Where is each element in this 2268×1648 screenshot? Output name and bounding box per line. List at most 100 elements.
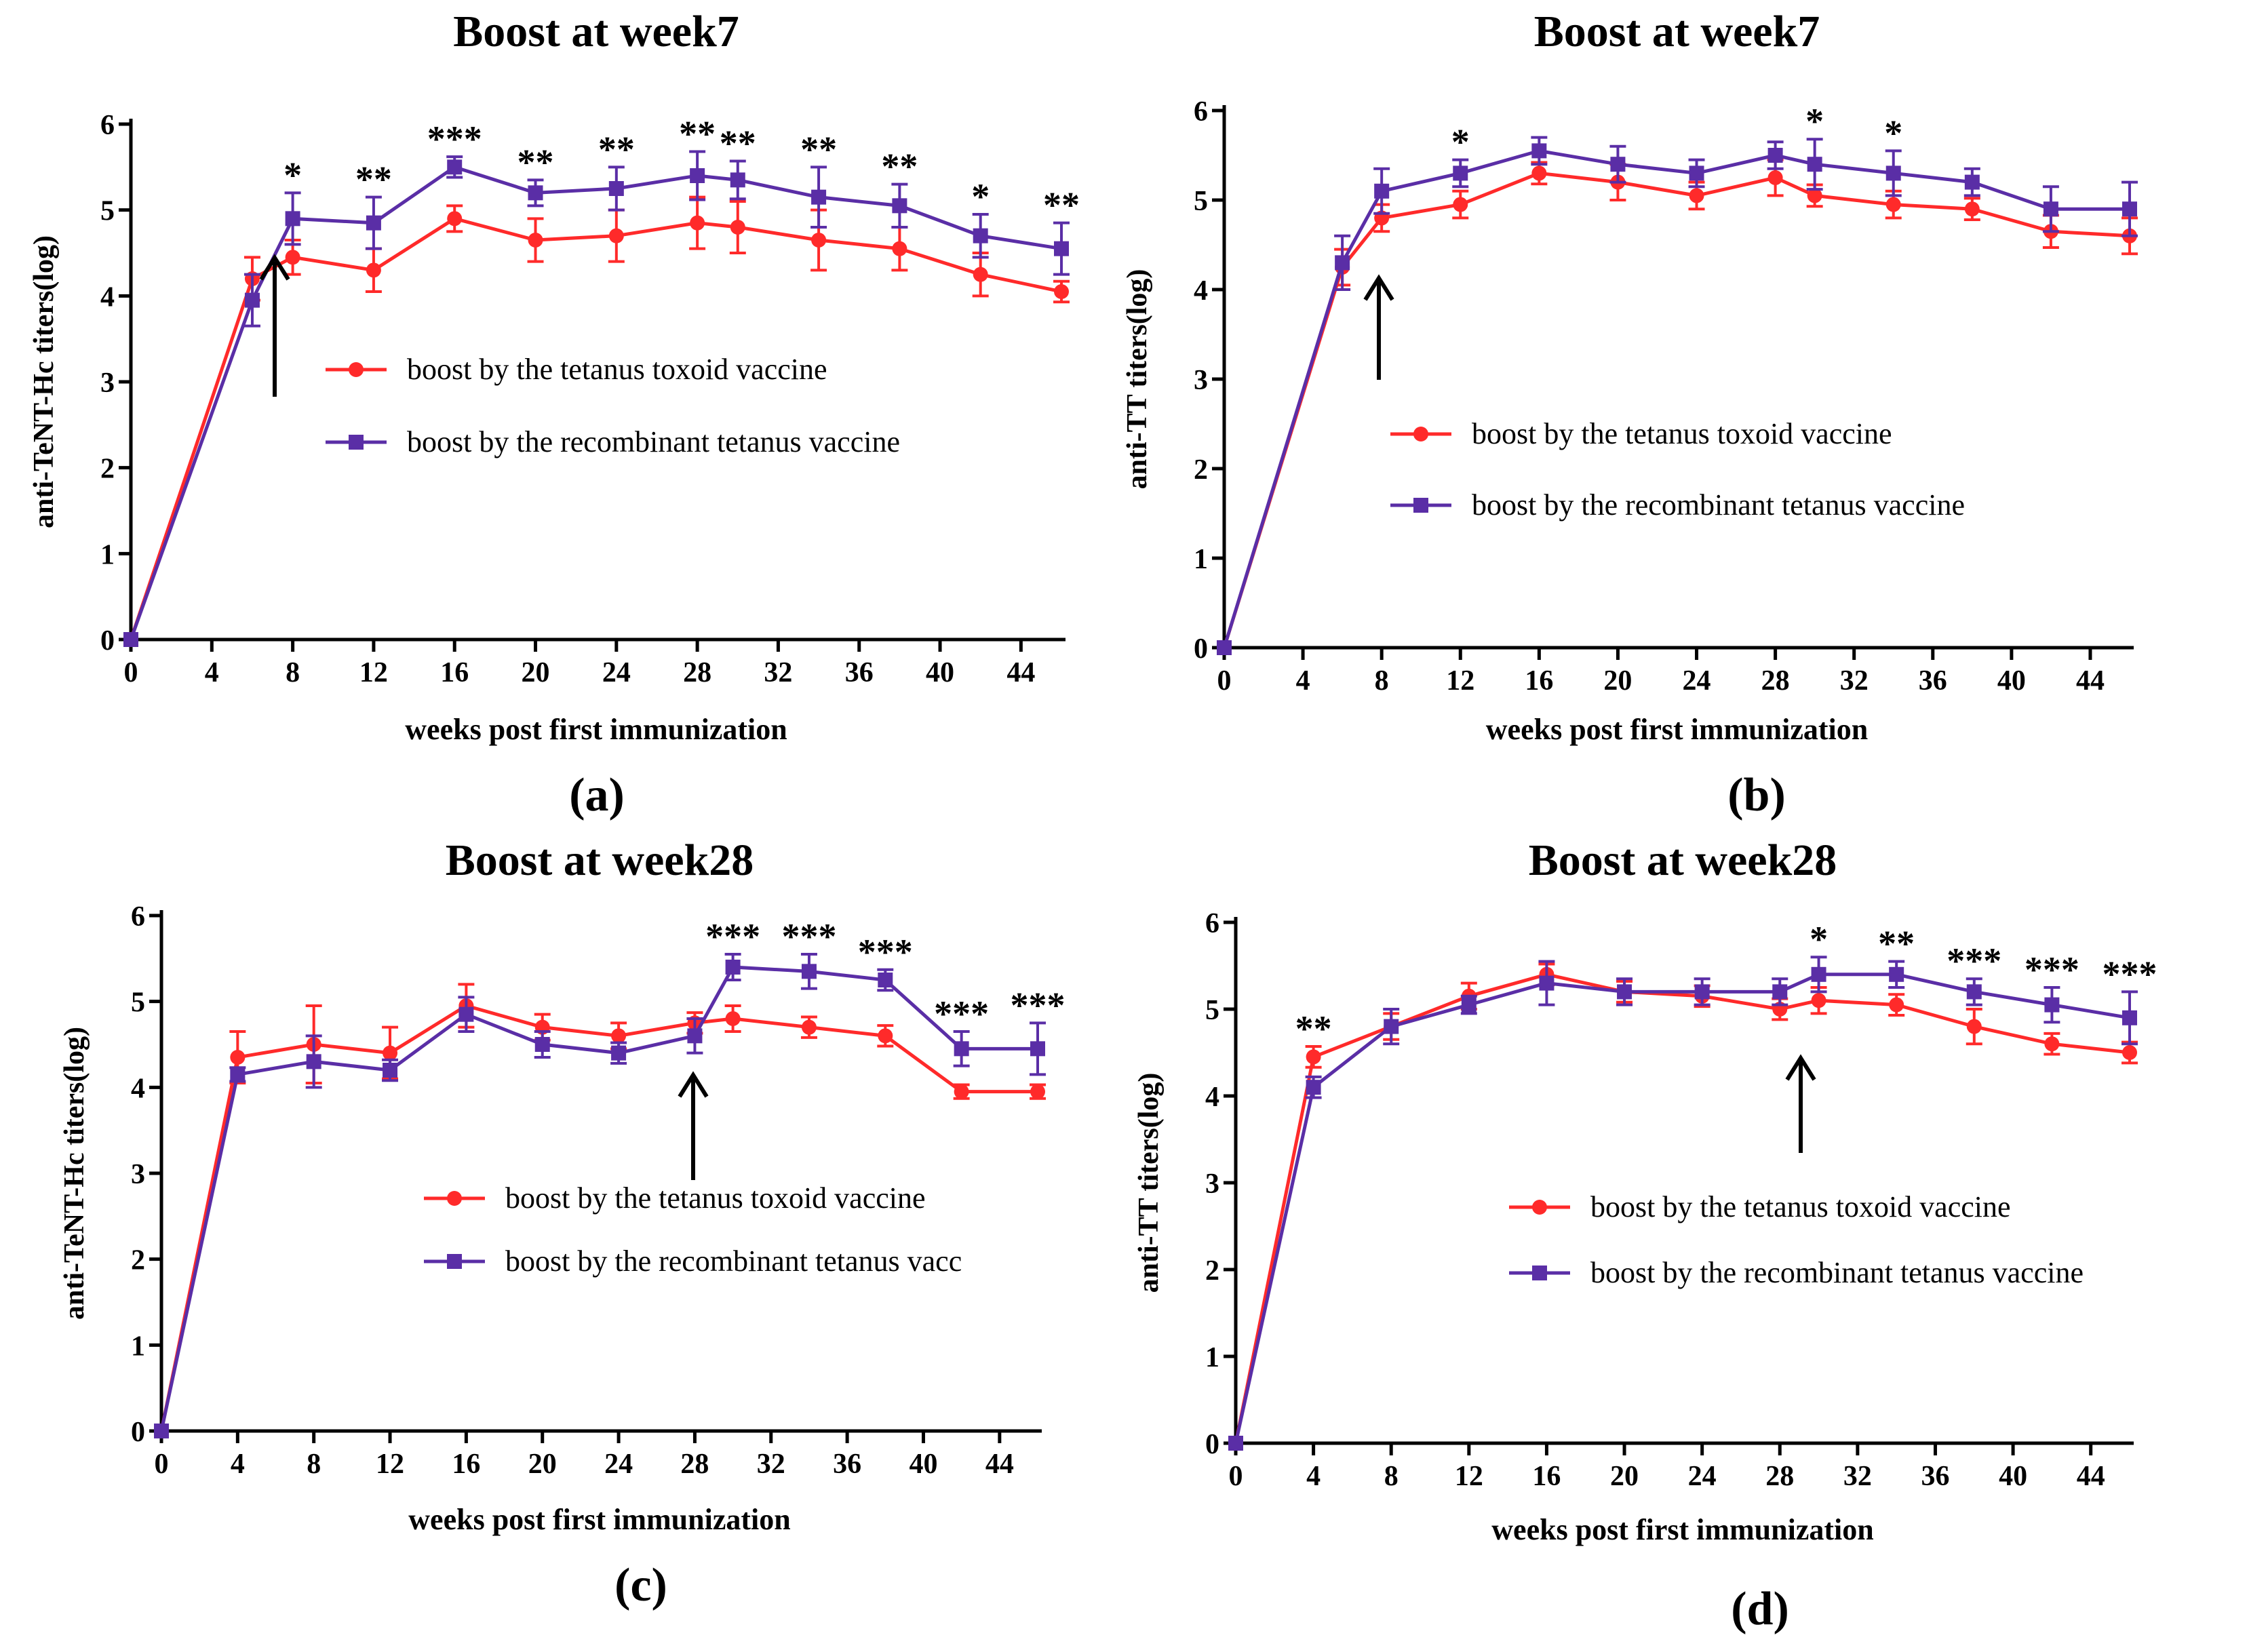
x-tick-label: 4 — [1296, 665, 1310, 697]
significance-marker: ** — [1295, 1008, 1332, 1049]
y-tick-label: 3 — [100, 368, 115, 399]
y-tick-label: 1 — [131, 1331, 145, 1362]
data-point — [123, 632, 138, 647]
y-tick-label: 1 — [100, 539, 115, 570]
x-axis-label: weeks post first immunization — [1486, 713, 1868, 746]
panel-label: (a) — [569, 769, 625, 821]
data-point — [154, 1424, 169, 1438]
data-point — [1453, 197, 1468, 212]
data-point — [1811, 966, 1826, 982]
x-tick-label: 8 — [307, 1449, 321, 1480]
data-point — [1217, 640, 1232, 655]
data-point — [1384, 1019, 1399, 1034]
x-tick-label: 44 — [2077, 1461, 2105, 1492]
x-tick-label: 0 — [1229, 1461, 1243, 1492]
data-point — [687, 1028, 703, 1044]
data-point — [447, 159, 463, 175]
data-point — [2122, 1045, 2137, 1060]
data-point — [383, 1045, 398, 1061]
x-tick-label: 20 — [1610, 1461, 1639, 1492]
panel-label: (c) — [614, 1559, 667, 1611]
significance-marker: *** — [781, 916, 836, 957]
panel-label: (d) — [1731, 1583, 1789, 1635]
significance-marker: ** — [355, 159, 392, 200]
x-tick-label: 12 — [359, 657, 388, 688]
significance-marker: *** — [858, 932, 913, 973]
data-point — [1807, 188, 1822, 203]
y-tick-label: 3 — [131, 1159, 145, 1190]
significance-marker: ** — [517, 142, 554, 182]
legend-swatch-marker — [1413, 427, 1428, 442]
data-point — [1889, 966, 1904, 982]
data-point — [2044, 1036, 2060, 1052]
x-tick-label: 44 — [2076, 665, 2105, 697]
y-tick-label: 0 — [1194, 633, 1208, 665]
series-recombinant — [1228, 956, 2138, 1451]
data-point — [1772, 984, 1788, 1000]
x-tick-label: 28 — [1761, 665, 1790, 697]
y-axis-label: anti-TT titers(log) — [1133, 1073, 1165, 1293]
x-tick-label: 16 — [1532, 1461, 1561, 1492]
legend-label: boost by the recombinant tetanus vaccine — [1590, 1256, 2084, 1289]
significance-marker: ** — [598, 129, 635, 170]
data-point — [366, 262, 381, 278]
y-tick-label: 2 — [1194, 454, 1208, 486]
y-tick-label: 6 — [1205, 908, 1219, 939]
y-tick-label: 4 — [100, 281, 115, 313]
data-point — [1885, 165, 1901, 181]
x-tick-label: 0 — [1217, 665, 1232, 697]
series-line — [159, 1004, 1038, 1432]
y-tick-label: 4 — [1194, 275, 1208, 307]
significance-marker: * — [1805, 101, 1824, 142]
y-tick-label: 0 — [131, 1417, 145, 1448]
x-tick-label: 20 — [528, 1449, 557, 1480]
data-point — [690, 215, 705, 231]
data-point — [285, 250, 300, 265]
data-point — [973, 228, 988, 243]
x-tick-label: 28 — [683, 657, 711, 688]
series-toxoid — [1217, 158, 2138, 655]
significance-marker: ** — [679, 114, 716, 155]
data-point — [801, 1019, 817, 1035]
x-tick-label: 12 — [1455, 1461, 1483, 1492]
x-tick-label: 16 — [452, 1449, 480, 1480]
significance-marker: * — [1884, 113, 1902, 153]
data-point — [1964, 174, 1980, 190]
x-axis-label: weeks post first immunization — [405, 713, 787, 746]
significance-marker: ** — [1878, 924, 1915, 964]
y-tick-label: 5 — [131, 987, 145, 1019]
legend: boost by the tetanus toxoid vaccine boost… — [1390, 417, 1965, 522]
data-point — [528, 233, 543, 248]
x-tick-label: 24 — [604, 1449, 633, 1480]
boost-arrow-head — [259, 254, 290, 281]
data-point — [1694, 984, 1710, 1000]
x-tick-label: 36 — [1921, 1461, 1949, 1492]
x-tick-label: 44 — [985, 1449, 1014, 1480]
data-point — [447, 211, 463, 227]
legend: boost by the tetanus toxoid vaccine boost… — [1509, 1190, 2084, 1289]
x-tick-label: 24 — [1688, 1461, 1717, 1492]
x-tick-label: 16 — [1525, 665, 1553, 697]
legend-label: boost by the tetanus toxoid vaccine — [407, 353, 827, 386]
data-point — [1811, 993, 1826, 1008]
y-axis-label: anti-TT titers(log) — [1122, 269, 1153, 490]
x-tick-label: 32 — [1840, 665, 1869, 697]
data-point — [1306, 1080, 1321, 1095]
x-tick-label: 24 — [1683, 665, 1711, 697]
data-point — [1030, 1084, 1045, 1099]
legend-swatch-marker — [1532, 1266, 1547, 1280]
significance-marker: ** — [881, 146, 918, 187]
data-point — [1054, 284, 1069, 299]
x-tick-label: 4 — [231, 1449, 245, 1480]
data-point — [285, 211, 300, 227]
data-point — [1689, 188, 1704, 203]
y-tick-label: 6 — [100, 110, 115, 141]
x-tick-label: 20 — [1603, 665, 1632, 697]
data-point — [892, 198, 907, 214]
legend-swatch-marker — [447, 1191, 462, 1206]
x-tick-label: 12 — [1446, 665, 1474, 697]
legend-swatch-marker — [1532, 1200, 1547, 1215]
